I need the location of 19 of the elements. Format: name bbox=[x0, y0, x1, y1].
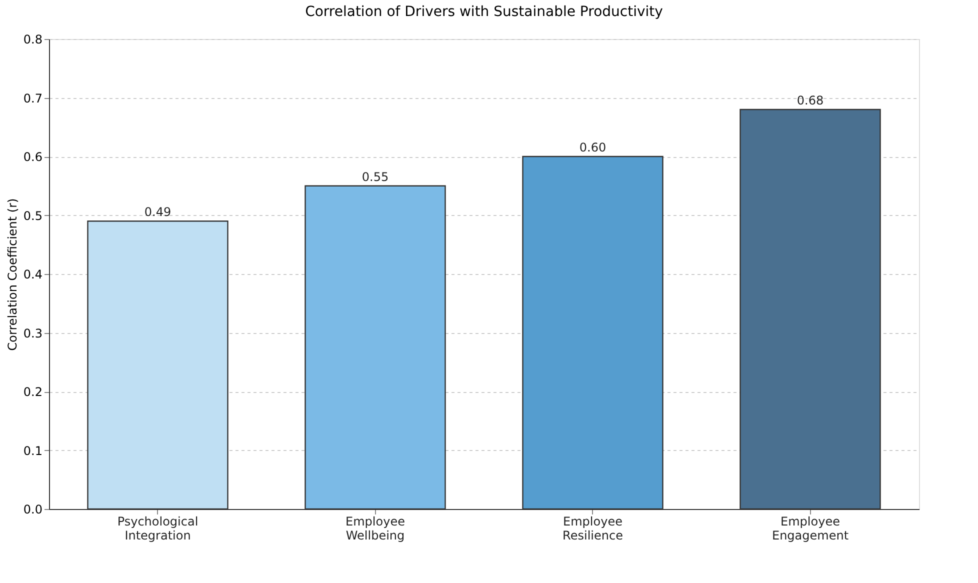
y-tick-label: 0.7 bbox=[23, 91, 42, 106]
y-tick-label: 0.8 bbox=[23, 32, 42, 46]
y-tick-label: 0.0 bbox=[23, 502, 42, 516]
chart-title: Correlation of Drivers with Sustainable Productivity bbox=[305, 4, 663, 20]
y-tick-label: 0.6 bbox=[23, 150, 42, 164]
y-tick-label: 0.3 bbox=[23, 326, 42, 340]
data-label: 0.49 bbox=[144, 205, 172, 220]
y-tick-label: 0.5 bbox=[23, 208, 42, 223]
data-label: 0.68 bbox=[796, 94, 824, 108]
y-tick-label: 0.4 bbox=[23, 268, 42, 282]
x-tick-label: Employee Wellbeing bbox=[346, 514, 405, 542]
y-tick-label: 0.1 bbox=[23, 444, 42, 458]
data-label: 0.60 bbox=[579, 140, 606, 154]
data-label: 0.55 bbox=[362, 170, 389, 184]
y-axis-title: Correlation Coefficient (r) bbox=[5, 198, 20, 351]
y-tick-label: 0.2 bbox=[23, 385, 42, 399]
x-tick-label: Employee Resilience bbox=[562, 514, 623, 542]
x-tick-label: Employee Engagement bbox=[772, 514, 849, 542]
x-tick-label: Psychological Integration bbox=[117, 514, 198, 542]
